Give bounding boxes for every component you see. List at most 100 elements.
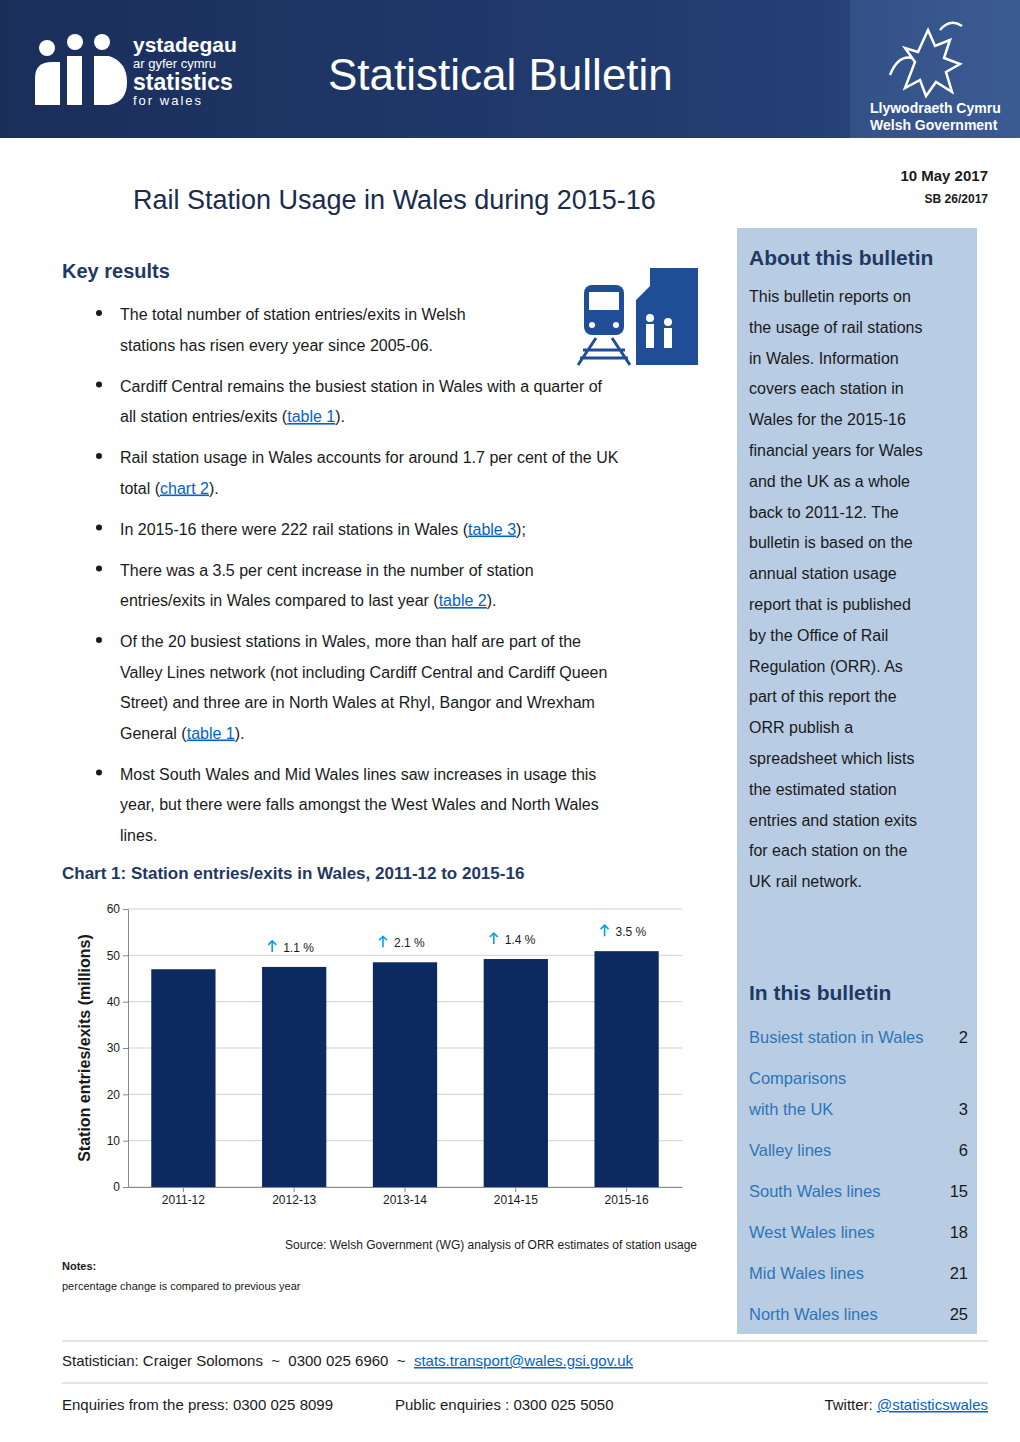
sidebar-heading: In this bulletin [749,981,891,1004]
tick-mark [123,955,128,956]
contents-link[interactable]: West Wales lines [749,1223,875,1241]
tick-mark [123,909,128,910]
government-name: Welsh Government [870,117,998,133]
icon-one [636,268,698,365]
dragon-emblem [890,23,962,96]
up-arrow [268,941,276,952]
tick-label: 20 [107,1088,121,1102]
sidebar-text: ORR publish a [749,719,853,736]
rule [62,1341,988,1342]
government-name: Llywodraeth Cymru [870,100,1001,116]
icon-person [664,328,672,348]
tick-mark [515,1187,516,1192]
tick: 20 [107,1088,128,1102]
sidebar-text: This bulletin reports on [749,288,911,305]
link[interactable]: table 1 [287,408,335,425]
bullet-text: Street) and three are in North Wales at … [120,694,595,711]
text-run: ). [235,725,245,742]
up-arrow [490,933,498,944]
chart: 01020304050602011-122012-132013-142014-1… [76,902,683,1206]
page-number: 18 [950,1223,968,1241]
tick: 10 [107,1134,128,1148]
tick: 30 [107,1041,128,1055]
sidebar-text: by the Office of Rail [749,627,888,644]
bullet-text: total (chart 2). [120,480,219,497]
page-number: 15 [950,1182,968,1200]
link[interactable]: chart 2 [160,480,209,497]
logo-shape [35,62,60,105]
press-enquiries: Enquiries from the press: 0300 025 8099 [62,1396,333,1413]
email[interactable]: stats.transport@wales.gsi.gov.uk [414,1352,634,1369]
tick-label: 2013-14 [383,1193,427,1207]
contents-link[interactable]: with the UK [748,1100,833,1118]
sidebar-text: in Wales. Information [749,350,899,367]
annotation: 1.4 % [505,933,536,947]
link[interactable]: table 3 [468,521,516,538]
tick-label: 2015-16 [605,1193,649,1207]
text-run: entries/exits in Wales compared to last … [120,592,439,609]
tick-label: 40 [107,995,121,1009]
rule [62,1383,988,1384]
tick: 2013-14 [383,1187,427,1207]
bullet-text: The total number of station entries/exit… [120,306,466,323]
sidebar-text: for each station on the [749,842,907,859]
tick-label: 2014-15 [494,1193,538,1207]
bullet-text: year, but there were falls amongst the W… [120,796,599,813]
grid-line [128,909,682,910]
tick-label: 50 [107,949,121,963]
bullet [96,525,102,531]
contents-link[interactable]: South Wales lines [749,1182,880,1200]
dragon-shape [890,23,962,96]
contents-link[interactable]: North Wales lines [749,1305,878,1323]
tick-mark [123,1094,128,1095]
tick-mark [123,1187,128,1188]
page-number: 3 [959,1100,968,1118]
sidebar-text: Regulation (ORR). As [749,658,903,675]
bulletin-title: Rail Station Usage in Wales during 2015-… [133,185,656,215]
header-band [0,0,1020,138]
page-number: 21 [950,1264,968,1282]
source: Source: Welsh Government (WG) analysis o… [285,1238,697,1252]
tick: 60 [107,902,128,916]
text-run: ). [209,480,219,497]
sidebar [737,228,977,1334]
section-heading: Key results [62,260,170,282]
tick-mark [183,1187,184,1192]
up-arrow [601,925,609,936]
logo-shape [67,56,82,105]
bullet-text: Rail station usage in Wales accounts for… [120,449,619,466]
bullet-text: General (table 1). [120,725,245,742]
contents-link[interactable]: Valley lines [749,1141,831,1159]
bullet-text: Most South Wales and Mid Wales lines saw… [120,766,596,783]
link[interactable]: table 1 [187,725,235,742]
contents-link[interactable]: Mid Wales lines [749,1264,864,1282]
contents-link[interactable]: Comparisons [749,1069,846,1087]
bars [151,951,658,1187]
annotation: 2.1 % [394,936,425,950]
text-run: total ( [120,480,161,497]
sidebar-text: Wales for the 2015-16 [749,411,906,428]
bullet-text: Of the 20 busiest stations in Wales, mor… [120,633,581,650]
x-axis: 2011-122012-132013-142014-152015-16 [129,1187,683,1207]
annotation: 1.1 % [283,941,314,955]
bullet-text: In 2015-16 there were 222 rail stations … [120,521,526,538]
text-run: In 2015-16 there were 222 rail stations … [120,521,469,538]
link[interactable]: table 2 [439,592,487,609]
icon-light [589,322,595,328]
contents-link[interactable]: Busiest station in Wales [749,1028,924,1046]
logo-dot [94,34,110,50]
notes-heading: Notes: [62,1260,96,1272]
text-run: ); [516,521,526,538]
logo-text: ystadegau [133,33,237,56]
icon-person [664,318,672,326]
text-run: Twitter: [824,1396,877,1413]
chart-title: Chart 1: Station entries/exits in Wales,… [62,864,524,883]
grid [128,909,682,1187]
icon-track [578,338,630,365]
tick-label: 60 [107,902,121,916]
train-icon [572,268,698,365]
axis-title: Station entries/exits (millions) [76,934,93,1162]
twitter-link[interactable]: @statisticswales [877,1396,988,1413]
sidebar-text: spreadsheet which lists [749,750,914,767]
bar [151,969,215,1187]
